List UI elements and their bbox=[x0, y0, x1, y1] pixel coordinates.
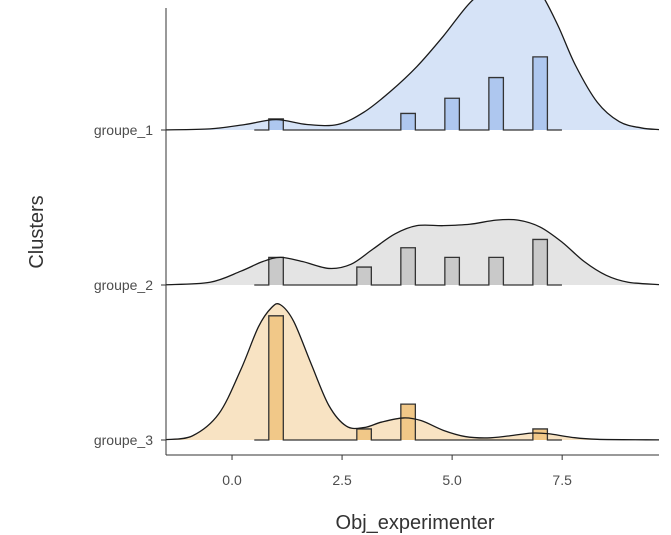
density-line-groupe_1 bbox=[165, 0, 660, 131]
hist-bar-groupe_1-0 bbox=[268, 118, 284, 130]
y-ticks-layer: groupe_1 groupe_2 groupe_3 bbox=[94, 122, 166, 448]
ridge-groupe_3 bbox=[165, 303, 660, 441]
hist-bar-groupe_2-1 bbox=[356, 267, 372, 285]
x-tick-label-3: 7.5 bbox=[552, 472, 572, 488]
hist-bar-groupe_1-1 bbox=[400, 113, 416, 130]
density-line-groupe_3 bbox=[165, 303, 660, 441]
hist-bar-groupe_1-2 bbox=[444, 98, 460, 130]
y-axis-title: Clusters bbox=[26, 195, 48, 268]
ridge-groupe_1 bbox=[165, 0, 660, 131]
hist-bar-groupe_1-4 bbox=[532, 56, 548, 130]
hist-outline-groupe_2 bbox=[254, 238, 562, 286]
y-tick-label-groupe_1: groupe_1 bbox=[94, 122, 153, 138]
density-fill-groupe_3 bbox=[166, 303, 659, 440]
axes-layer bbox=[165, 8, 659, 456]
hist-bar-groupe_3-2 bbox=[400, 404, 416, 440]
density-line-groupe_2 bbox=[165, 218, 660, 286]
hist-bar-groupe_3-0 bbox=[268, 315, 284, 440]
x-tick-label-2: 5.0 bbox=[442, 472, 462, 488]
x-tick-label-0: 0.0 bbox=[222, 472, 242, 488]
hist-bar-groupe_2-3 bbox=[444, 257, 460, 285]
hist-bar-groupe_1-3 bbox=[488, 77, 504, 130]
y-tick-label-groupe_3: groupe_3 bbox=[94, 432, 153, 448]
x-ticks-layer: 0.0 2.5 5.0 7.5 bbox=[222, 455, 572, 488]
hist-bar-groupe_2-4 bbox=[488, 257, 504, 285]
ridge-groupe_2 bbox=[165, 218, 660, 286]
hist-bar-groupe_2-0 bbox=[268, 257, 284, 285]
hist-bar-groupe_2-2 bbox=[400, 247, 416, 285]
y-tick-label-groupe_2: groupe_2 bbox=[94, 277, 153, 293]
x-tick-label-1: 2.5 bbox=[332, 472, 352, 488]
hist-bar-groupe_3-1 bbox=[356, 428, 372, 440]
hist-outline-groupe_3 bbox=[254, 315, 562, 441]
density-fill-groupe_1 bbox=[166, 0, 659, 130]
ridge-layer bbox=[165, 0, 660, 441]
x-axis-title: Obj_experimenter bbox=[336, 512, 495, 534]
hist-outline-groupe_1 bbox=[254, 56, 562, 131]
hist-bar-groupe_3-3 bbox=[532, 428, 548, 440]
hist-bar-groupe_2-5 bbox=[532, 239, 548, 285]
